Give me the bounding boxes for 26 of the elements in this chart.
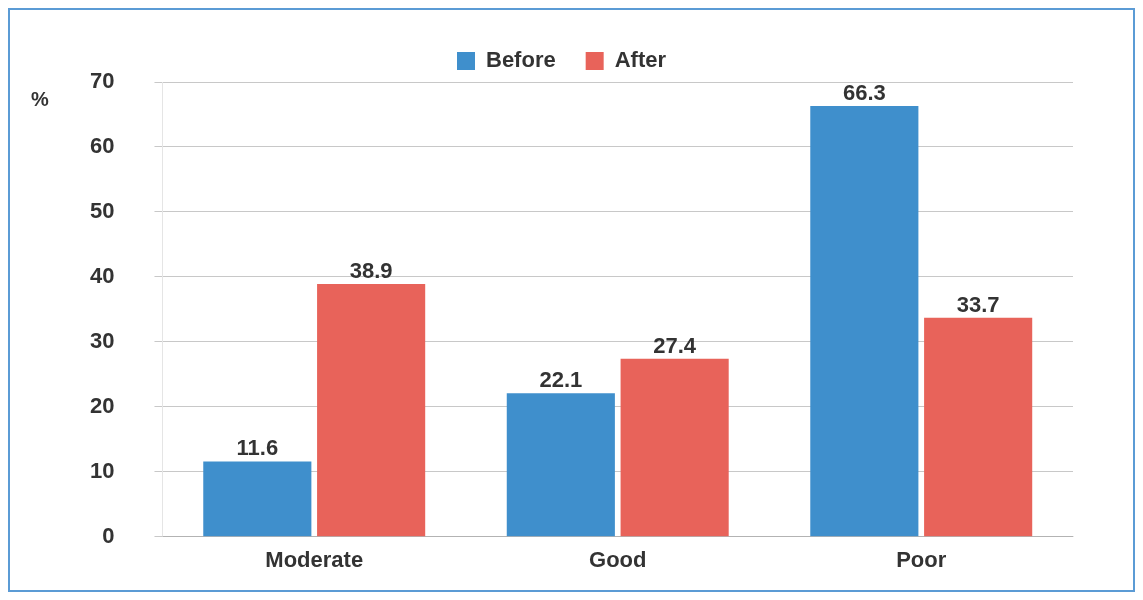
data-label: 33.7 <box>956 291 1000 317</box>
bar <box>506 393 615 537</box>
y-tick-label: 20 <box>89 392 115 418</box>
y-tick-label: 60 <box>89 133 115 159</box>
data-label: 11.6 <box>236 435 279 461</box>
bar <box>203 461 312 537</box>
y-axis-title: % <box>31 87 50 110</box>
bar <box>924 317 1033 537</box>
y-tick-label: 50 <box>89 198 115 224</box>
data-label: 27.4 <box>653 332 697 358</box>
data-label: 66.3 <box>842 80 886 106</box>
y-tick-label: 70 <box>89 68 115 94</box>
bar <box>317 284 426 537</box>
x-tick-label: Good <box>589 547 647 573</box>
x-tick-label: Poor <box>896 547 947 573</box>
legend-label: After <box>614 47 667 73</box>
legend-label: Before <box>485 47 556 73</box>
bar <box>620 358 729 537</box>
x-tick-label: Moderate <box>265 547 364 573</box>
data-label: 22.1 <box>539 367 583 393</box>
y-tick-label: 40 <box>89 262 115 288</box>
y-tick-label: 10 <box>89 457 115 483</box>
bar <box>810 106 919 537</box>
y-tick-label: 30 <box>89 327 115 353</box>
y-tick-label: 0 <box>102 522 115 548</box>
data-label: 38.9 <box>349 258 393 284</box>
